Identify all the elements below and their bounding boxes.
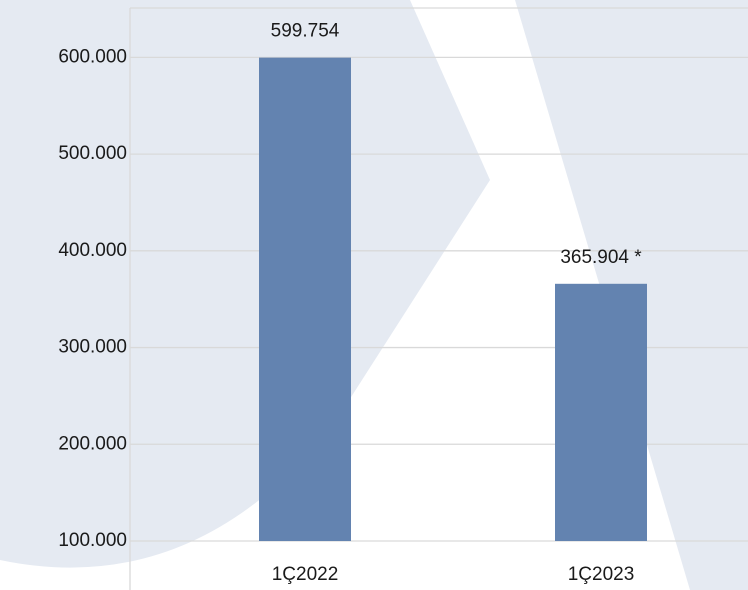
bar	[555, 283, 647, 541]
data-label: 365.904 *	[560, 247, 642, 268]
y-tick-label: 400.000	[58, 240, 127, 261]
bar	[259, 57, 351, 541]
y-tick-label: 500.000	[58, 143, 127, 164]
y-tick-label: 300.000	[58, 337, 127, 358]
data-label: 599.754	[271, 21, 340, 42]
background-shape	[0, 0, 490, 568]
y-tick-label: 200.000	[58, 433, 127, 454]
y-tick-label: 600.000	[58, 46, 127, 67]
y-tick-label: 100.000	[58, 530, 127, 551]
x-tick-label: 1Ç2023	[568, 564, 635, 585]
x-tick-label: 1Ç2022	[272, 564, 339, 585]
